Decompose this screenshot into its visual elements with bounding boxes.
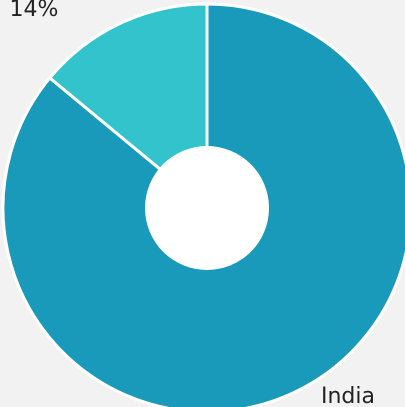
donut-hole xyxy=(145,146,269,270)
slice-label: India xyxy=(321,384,375,407)
slice xyxy=(47,2,209,212)
value-label: 14% xyxy=(10,0,59,22)
